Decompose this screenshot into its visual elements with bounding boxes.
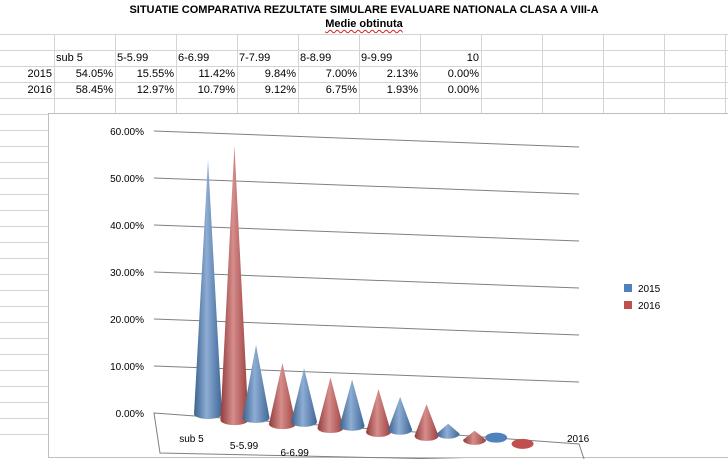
value-cell[interactable]: 11.42% bbox=[198, 68, 236, 80]
cone-series-2015 bbox=[485, 432, 508, 443]
header-cell[interactable]: 7-7.99 bbox=[239, 52, 271, 64]
gridline bbox=[153, 271, 580, 289]
gridline bbox=[153, 224, 580, 242]
value-cell[interactable]: 0.00% bbox=[447, 84, 479, 96]
cone-series-2016 bbox=[414, 404, 439, 441]
sheet-subtitle: Medie obtinuta bbox=[325, 18, 403, 30]
cone-series-2015 bbox=[388, 396, 413, 435]
value-cell[interactable]: 7.00% bbox=[325, 68, 357, 80]
y-tick-label: 10.00% bbox=[110, 362, 144, 373]
legend-swatch-2016 bbox=[624, 301, 632, 309]
cone-series-2016 bbox=[317, 377, 344, 434]
y-tick-label: 0.00% bbox=[116, 409, 144, 420]
legend-swatch-2015 bbox=[624, 284, 632, 292]
value-cell[interactable]: 58.45% bbox=[75, 84, 113, 96]
gridline bbox=[153, 177, 580, 195]
sheet-title: SITUATIE COMPARATIVA REZULTATE SIMULARE … bbox=[129, 4, 599, 16]
chart-area[interactable]: 0.00% 10.00% 20.00% 30.00% 40.00% 50.00% 60.00… bbox=[48, 113, 728, 463]
cone-series-2016 bbox=[220, 145, 249, 426]
value-cell[interactable]: 10.79% bbox=[197, 84, 235, 96]
x-category-label: sub 5 bbox=[179, 434, 204, 445]
table-row: 2016 58.45% 12.97% 10.79% 9.12% 6.75% 1.… bbox=[0, 82, 481, 98]
cone-series-2015 bbox=[436, 423, 460, 439]
y-tick-label: 60.00% bbox=[110, 127, 144, 138]
header-row: sub 5 5-5.99 6-6.99 7-7.99 8-8.99 9-9.99… bbox=[0, 50, 481, 66]
header-cell[interactable]: 8-8.99 bbox=[300, 52, 332, 64]
value-cell[interactable]: 6.75% bbox=[325, 84, 357, 96]
legend-label: 2015 bbox=[638, 284, 661, 295]
cone-series-2015 bbox=[194, 159, 223, 419]
value-cell[interactable]: 9.84% bbox=[264, 68, 296, 80]
y-tick-label: 50.00% bbox=[110, 174, 144, 185]
x-category-label: 5-5.99 bbox=[230, 441, 259, 452]
value-cell[interactable]: 12.97% bbox=[136, 84, 174, 96]
value-cell[interactable]: 1.93% bbox=[386, 84, 418, 96]
gridline bbox=[153, 318, 580, 336]
title-area: SITUATIE COMPARATIVA REZULTATE SIMULARE … bbox=[0, 0, 728, 34]
data-table: sub 5 5-5.99 6-6.99 7-7.99 8-8.99 9-9.99… bbox=[0, 50, 481, 98]
cone-series-2015 bbox=[242, 344, 270, 423]
value-cell[interactable]: 54.05% bbox=[75, 68, 113, 80]
cone-series-2016 bbox=[366, 389, 392, 437]
header-cell[interactable]: 10 bbox=[466, 52, 479, 64]
row-label[interactable]: 2016 bbox=[27, 84, 52, 96]
cone-series-2015 bbox=[291, 368, 318, 427]
gridline bbox=[153, 130, 580, 148]
value-cell[interactable]: 2.13% bbox=[386, 68, 418, 80]
cone-series-2016 bbox=[511, 438, 534, 449]
header-cell[interactable]: 5-5.99 bbox=[117, 52, 149, 64]
cone-series-2016 bbox=[268, 363, 296, 430]
y-tick-label: 40.00% bbox=[110, 221, 144, 232]
value-cell[interactable]: 15.55% bbox=[136, 68, 174, 80]
legend-label: 2016 bbox=[638, 301, 661, 312]
table-row: 2015 54.05% 15.55% 11.42% 9.84% 7.00% 2.… bbox=[0, 66, 481, 82]
chart-floor bbox=[153, 412, 586, 463]
value-cell[interactable]: 9.12% bbox=[264, 84, 296, 96]
header-cell[interactable]: 6-6.99 bbox=[178, 52, 210, 64]
cone-series-2016 bbox=[463, 430, 487, 445]
cone-chart: 0.00% 10.00% 20.00% 30.00% 40.00% 50.00% 60.00… bbox=[110, 127, 661, 463]
corner-cell[interactable] bbox=[0, 50, 54, 66]
depth-axis-label: 2016 bbox=[567, 434, 590, 445]
row-label[interactable]: 2015 bbox=[27, 68, 52, 80]
y-tick-label: 30.00% bbox=[110, 268, 144, 279]
value-cell[interactable]: 0.00% bbox=[447, 68, 479, 80]
header-cell[interactable]: 9-9.99 bbox=[361, 52, 393, 64]
header-cell[interactable]: sub 5 bbox=[56, 52, 83, 64]
cone-series-2015 bbox=[339, 379, 365, 431]
y-tick-label: 20.00% bbox=[110, 315, 144, 326]
